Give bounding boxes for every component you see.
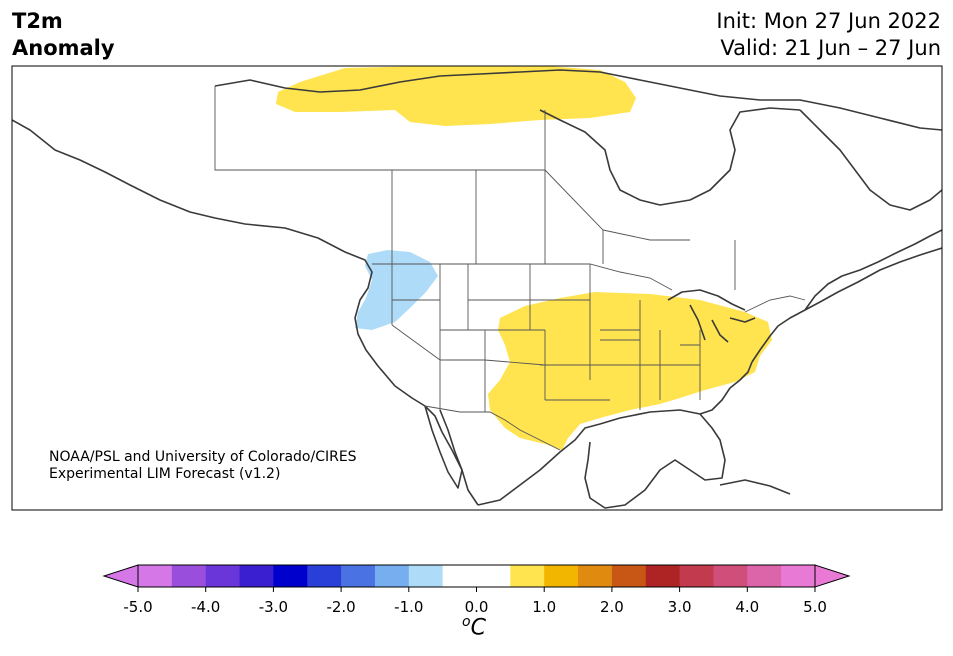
warm-anomaly-layer	[276, 66, 772, 450]
warm-anomaly-arctic	[276, 66, 636, 126]
colorbar-cell	[239, 565, 274, 587]
arctic-islands	[214, 69, 942, 131]
colorbar-cell	[510, 565, 545, 587]
colorbar-under-arrow	[102, 564, 139, 588]
colorbar-cell	[781, 565, 816, 587]
florida	[699, 361, 753, 415]
canada-us-border	[372, 263, 806, 313]
warm-anomaly-central-us	[488, 292, 772, 450]
colorbar-cell	[645, 565, 681, 587]
unit-letter: C	[470, 615, 486, 641]
colorbar-tick-label: 0.0	[465, 598, 489, 616]
variable-label: T2m	[12, 9, 63, 33]
colorbar-cell	[171, 565, 207, 587]
atlantic-coastline	[751, 247, 942, 363]
colorbar-cell	[138, 565, 173, 587]
colorbar-tick-label: -2.0	[326, 598, 355, 616]
colorbar-tick-label: 2.0	[600, 598, 624, 616]
baja-peninsula	[424, 405, 463, 489]
colorbar-cell	[442, 565, 477, 587]
colorbar-tick-label: -3.0	[259, 598, 288, 616]
map-frame	[11, 65, 943, 511]
degree-symbol: o	[462, 614, 471, 630]
map-title: T2m Anomaly	[12, 8, 115, 62]
cool-anomaly-northwest	[355, 250, 438, 330]
colorbar-cell	[713, 565, 748, 587]
colorbar-cell	[578, 565, 613, 587]
valid-range: Valid: 21 Jun – 27 Jun	[720, 36, 941, 60]
colorbar-cell	[205, 565, 241, 587]
attribution-line-1: NOAA/PSL and University of Colorado/CIRE…	[49, 449, 357, 465]
colorbar-tick-label: -5.0	[123, 598, 152, 616]
political-boundaries	[214, 86, 806, 451]
great-lakes	[667, 289, 756, 343]
state-lines	[391, 264, 701, 412]
attribution-line-2: Experimental LIM Forecast (v1.2)	[49, 466, 281, 482]
colorbar-tick-label: 5.0	[803, 598, 827, 616]
colorbar-tick-label: -1.0	[394, 598, 423, 616]
colorbar-cell	[747, 565, 782, 587]
attribution: NOAA/PSL and University of Colorado/CIRE…	[49, 449, 357, 483]
us-mexico-border	[424, 405, 561, 451]
colorbar-cell	[476, 565, 511, 587]
colorbar-tick-label: 4.0	[735, 598, 759, 616]
colorbar-cell	[341, 565, 376, 587]
coastlines	[12, 69, 942, 509]
colorbar-cell	[408, 565, 444, 587]
anomaly-label: Anomaly	[12, 36, 115, 60]
canadian-provinces	[214, 86, 736, 290]
canadian-maritimes	[804, 229, 942, 311]
colorbar-over-arrow	[814, 564, 851, 588]
colorbar-tick-label: -4.0	[191, 598, 220, 616]
colorbar-cell	[611, 565, 647, 587]
labrador-coast	[799, 109, 942, 211]
cuba	[719, 479, 791, 495]
colorbar-tick-label: 3.0	[668, 598, 692, 616]
colorbar-tick-label: 1.0	[532, 598, 556, 616]
cool-anomaly-layer	[355, 250, 438, 330]
mexico-gulf-coast	[477, 409, 726, 509]
pacific-coastline	[12, 119, 479, 506]
colorbar-cell	[374, 565, 410, 587]
colorbar-cell	[273, 565, 308, 587]
colorbar-cell	[679, 565, 714, 587]
init-date: Init: Mon 27 Jun 2022	[716, 9, 941, 33]
colorbar-cells	[102, 564, 851, 588]
colorbar-cell	[307, 565, 342, 587]
colorbar-unit: oC	[462, 614, 486, 640]
colorbar-cell	[544, 565, 579, 587]
colorbar-ticks: -5.0 -4.0 -3.0 -2.0 -1.0 0.0 1.0 2.0 3.0 4.0 5.0	[123, 587, 827, 616]
forecast-dates: Init: Mon 27 Jun 2022 Valid: 21 Jun – 27…	[716, 8, 941, 62]
hudson-bay	[539, 107, 801, 206]
